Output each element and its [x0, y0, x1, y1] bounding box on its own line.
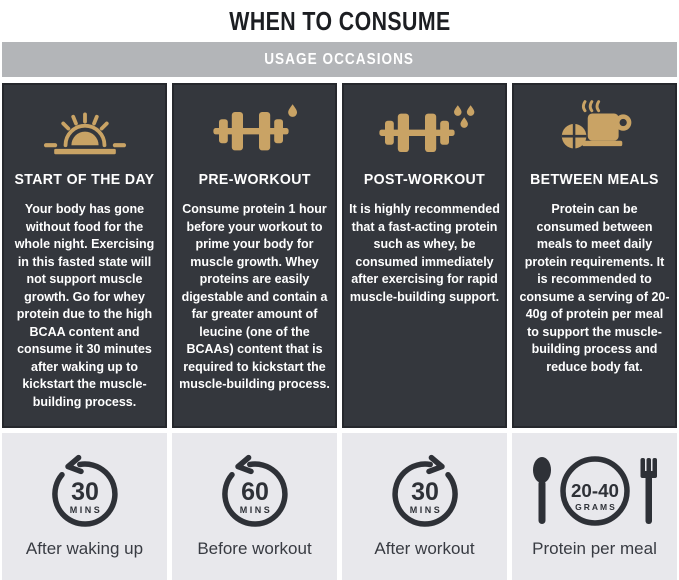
timer-value: 30 — [411, 478, 439, 506]
card-start-of-day: START OF THE DAY Your body has gone with… — [2, 83, 167, 428]
timer-clockwise-icon: 30 MINS — [391, 454, 458, 527]
timing-label: After waking up — [25, 539, 144, 558]
dumbbell-one-drop-icon — [178, 97, 331, 159]
timer-unit: MINS — [409, 505, 442, 515]
timer-value: 20-40 — [571, 481, 619, 501]
card-pre-workout: PRE-WORKOUT Consume protein 1 hour befor… — [172, 83, 337, 428]
dumbbell-three-drops-icon — [348, 97, 501, 159]
timing-card-after-workout: 30 MINS After workout — [342, 433, 507, 580]
sunrise-icon — [8, 97, 161, 159]
timing-card-after-waking-up: 30 MINS After waking up — [2, 433, 167, 580]
timer-unit: GRAMS — [575, 502, 617, 512]
card-body-text: It is highly recommended that a fast-act… — [349, 202, 500, 304]
banner-label: USAGE OCCASIONS — [264, 50, 415, 68]
timer-counterclockwise-icon: 30 MINS — [51, 454, 118, 527]
card-heading: POST-WORKOUT — [363, 171, 486, 188]
header: WHEN TO CONSUME — [0, 0, 679, 42]
timer-unit: MINS — [69, 505, 102, 515]
meal-cup-icon — [518, 97, 671, 159]
timing-label: Before workout — [197, 539, 312, 558]
timing-card-before-workout: 60 MINS Before workout — [172, 433, 337, 580]
timer-value: 60 — [241, 478, 269, 506]
timer-unit: MINS — [239, 505, 272, 515]
timer-value: 30 — [71, 478, 99, 506]
card-heading: BETWEEN MEALS — [530, 171, 659, 188]
card-heading: START OF THE DAY — [14, 171, 155, 188]
timing-label: Protein per meal — [532, 539, 657, 558]
card-between-meals: BETWEEN MEALS Protein can be consumed be… — [512, 83, 677, 428]
page-title: WHEN TO CONSUME — [228, 5, 451, 36]
timing-card-protein-per-meal: 20-40 GRAMS Protein per meal — [512, 433, 677, 580]
plate-cutlery-icon: 20-40 GRAMS — [532, 456, 657, 526]
card-body-text: Consume protein 1 hour before your worko… — [179, 202, 330, 391]
timer-counterclockwise-icon: 60 MINS — [221, 454, 288, 527]
timing-label: After workout — [374, 539, 475, 558]
timing-cards-row: 30 MINS After waking up 60 MINS Before w… — [0, 433, 679, 580]
card-body-text: Your body has gone without food for the … — [14, 202, 155, 409]
occasion-cards-row: START OF THE DAY Your body has gone with… — [0, 83, 679, 428]
card-post-workout: POST-WORKOUT It is highly recommended th… — [342, 83, 507, 428]
card-body-text: Protein can be consumed between meals to… — [519, 202, 670, 374]
usage-occasions-banner: USAGE OCCASIONS — [2, 42, 677, 77]
card-heading: PRE-WORKOUT — [198, 171, 311, 188]
